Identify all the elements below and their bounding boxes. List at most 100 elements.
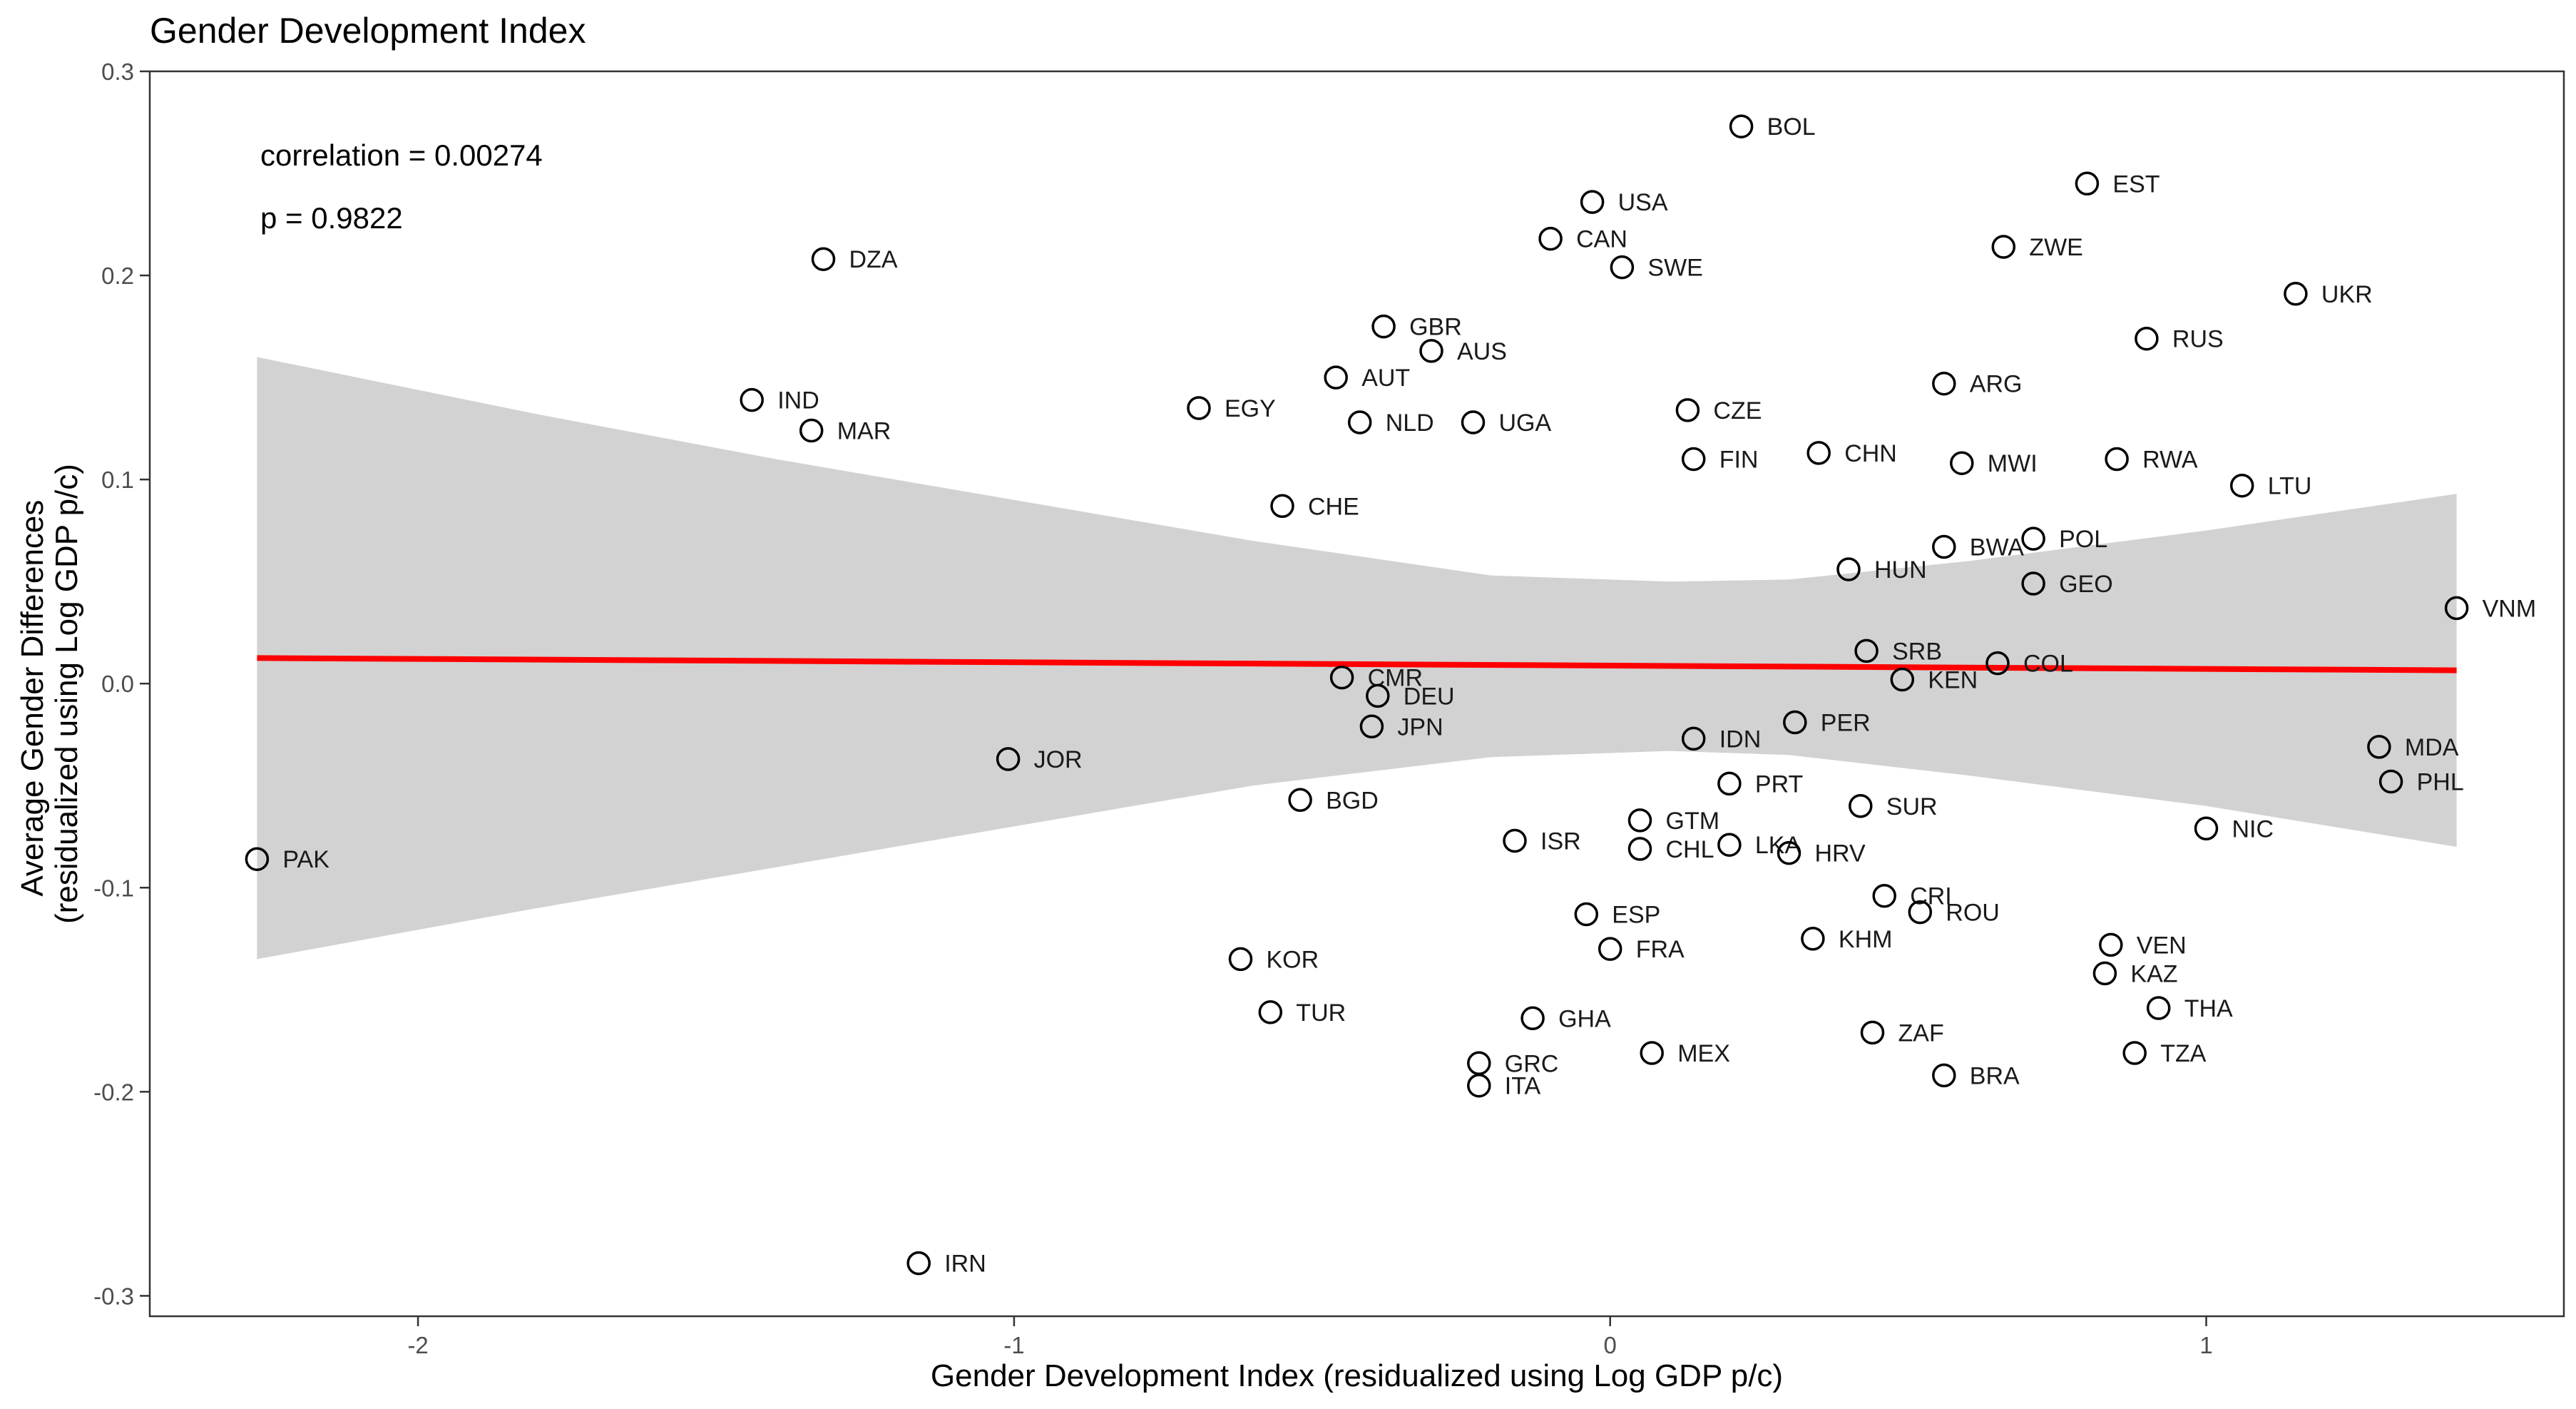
y-axis-title-line-2: (residualized using Log GDP p/c) bbox=[49, 464, 84, 924]
point-swe bbox=[1610, 255, 1635, 280]
point-label-dza: DZA bbox=[849, 246, 898, 273]
point-label-jor: JOR bbox=[1034, 746, 1083, 773]
point-label-rus: RUS bbox=[2172, 326, 2224, 353]
point-label-cmr: CMR bbox=[1368, 665, 1423, 692]
point-label-bwa: BWA bbox=[1970, 534, 2025, 561]
y-tick-label: -0.1 bbox=[93, 875, 134, 901]
point-mda bbox=[2367, 735, 2391, 759]
point-label-geo: GEO bbox=[2059, 571, 2113, 598]
point-jpn bbox=[1359, 714, 1384, 739]
point-label-ind: IND bbox=[777, 387, 819, 414]
point-mwi bbox=[1950, 451, 1974, 475]
confidence-band bbox=[257, 357, 2457, 960]
point-gbr bbox=[1371, 314, 1396, 339]
points-layer: BOL EST USA CAN ZWE DZA SWE UKR GBR RUS AUS AUT ARG I… bbox=[245, 113, 2537, 1278]
point-label-swe: SWE bbox=[1647, 255, 1702, 282]
point-hun bbox=[1836, 557, 1861, 581]
point-egy bbox=[1187, 396, 1211, 420]
point-rou bbox=[1908, 900, 1933, 925]
point-label-tur: TUR bbox=[1296, 999, 1346, 1027]
point-label-cri: CRI bbox=[1910, 883, 1952, 910]
point-lka bbox=[1717, 833, 1742, 857]
point-bwa bbox=[1932, 534, 1956, 559]
point-prt bbox=[1717, 771, 1742, 796]
point-aut bbox=[1324, 365, 1348, 390]
point-label-kor: KOR bbox=[1267, 946, 1319, 973]
x-tick-label: 1 bbox=[2199, 1332, 2212, 1358]
point-cze bbox=[1675, 398, 1700, 422]
x-tick-label: 0 bbox=[1604, 1332, 1617, 1358]
point-label-ltu: LTU bbox=[2268, 473, 2312, 500]
point-label-zwe: ZWE bbox=[2029, 234, 2083, 261]
point-dza bbox=[811, 247, 836, 271]
point-label-deu: DEU bbox=[1404, 683, 1455, 710]
point-label-rwa: RWA bbox=[2142, 447, 2198, 474]
point-arg bbox=[1932, 371, 1956, 396]
y-tick-label: 0.0 bbox=[101, 671, 134, 697]
point-idn bbox=[1681, 726, 1706, 751]
point-can bbox=[1538, 226, 1563, 251]
point-grc bbox=[1467, 1051, 1491, 1076]
point-esp bbox=[1574, 902, 1599, 927]
point-label-col: COL bbox=[2023, 651, 2073, 678]
correlation-annotation: correlation = 0.00274 bbox=[260, 138, 543, 172]
point-label-ven: VEN bbox=[2137, 932, 2187, 959]
point-bol bbox=[1729, 114, 1754, 138]
point-usa bbox=[1580, 190, 1605, 214]
point-aus bbox=[1419, 339, 1443, 363]
point-fin bbox=[1681, 447, 1706, 472]
point-tza bbox=[2122, 1041, 2147, 1065]
point-label-irn: IRN bbox=[944, 1251, 986, 1278]
point-label-mda: MDA bbox=[2405, 734, 2459, 761]
point-label-khm: KHM bbox=[1839, 926, 1893, 953]
point-phl bbox=[2378, 769, 2403, 794]
p-value-annotation: p = 0.9822 bbox=[260, 201, 403, 235]
y-axis-title-line-1: Average Gender Differences bbox=[15, 500, 50, 897]
point-pak bbox=[245, 847, 270, 871]
point-chl bbox=[1627, 837, 1652, 861]
point-nld bbox=[1347, 410, 1372, 434]
point-bgd bbox=[1288, 788, 1312, 813]
fit-line bbox=[257, 655, 2457, 673]
point-label-srb: SRB bbox=[1892, 638, 1942, 665]
point-label-aut: AUT bbox=[1361, 365, 1410, 392]
point-label-fra: FRA bbox=[1636, 936, 1685, 963]
point-label-chl: CHL bbox=[1666, 836, 1714, 863]
point-label-tza: TZA bbox=[2160, 1040, 2207, 1067]
point-ken bbox=[1890, 667, 1915, 692]
point-label-pol: POL bbox=[2059, 526, 2107, 553]
point-label-kaz: KAZ bbox=[2130, 960, 2177, 987]
point-label-esp: ESP bbox=[1612, 902, 1660, 929]
point-label-phl: PHL bbox=[2417, 769, 2464, 796]
x-tick-label: -1 bbox=[1003, 1332, 1024, 1358]
plot-panel-border bbox=[148, 70, 2565, 1318]
point-kaz bbox=[2092, 961, 2117, 986]
point-che bbox=[1270, 494, 1294, 519]
point-rus bbox=[2135, 326, 2159, 351]
point-label-vnm: VNM bbox=[2483, 595, 2537, 622]
point-sur bbox=[1849, 794, 1873, 818]
point-zaf bbox=[1860, 1020, 1885, 1045]
x-axis: -2 -1 0 1 bbox=[407, 1316, 2213, 1358]
point-nic bbox=[2194, 816, 2219, 841]
y-axis-title: Average Gender Differences (residualized… bbox=[15, 464, 84, 924]
point-label-ukr: UKR bbox=[2321, 281, 2373, 308]
point-label-prt: PRT bbox=[1755, 770, 1803, 798]
point-irn bbox=[906, 1251, 931, 1276]
point-mex bbox=[1640, 1041, 1664, 1065]
point-rwa bbox=[2105, 447, 2129, 472]
fit-line-layer bbox=[257, 655, 2457, 673]
point-label-tha: THA bbox=[2184, 995, 2233, 1022]
point-fra bbox=[1598, 937, 1622, 961]
point-label-cze: CZE bbox=[1713, 397, 1762, 424]
point-label-fin: FIN bbox=[1719, 447, 1759, 474]
confidence-band-layer bbox=[257, 357, 2457, 960]
point-label-per: PER bbox=[1821, 710, 1871, 737]
point-label-bra: BRA bbox=[1970, 1062, 2020, 1089]
point-col bbox=[1985, 651, 2010, 676]
point-label-rou: ROU bbox=[1946, 900, 2000, 927]
point-hrv bbox=[1777, 840, 1801, 865]
point-zwe bbox=[1991, 235, 2016, 259]
point-label-pak: PAK bbox=[282, 846, 329, 873]
point-label-hun: HUN bbox=[1874, 556, 1927, 584]
